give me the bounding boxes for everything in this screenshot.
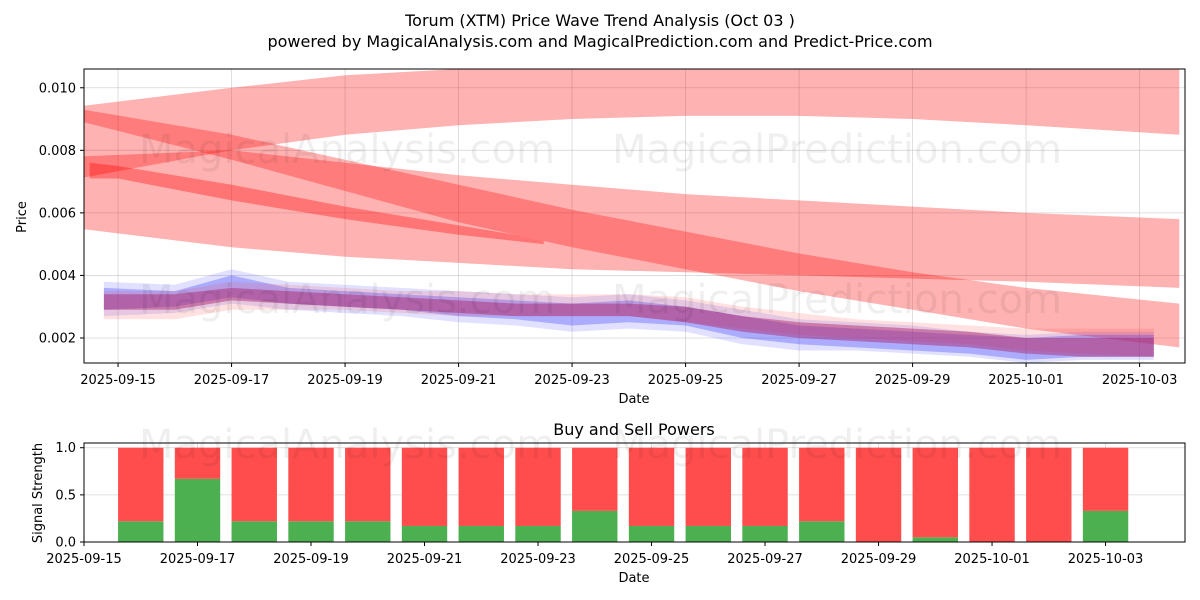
buy-bar <box>174 478 221 542</box>
watermark-bottom-left: MagicalAnalysis.com <box>139 422 555 468</box>
price-series-blue-band-core <box>103 275 1154 360</box>
price-y-tick-label: 0.010 <box>39 81 76 96</box>
price-x-tick-label: 2025-09-27 <box>761 373 837 388</box>
buy-bar <box>1082 510 1129 542</box>
buy-bar <box>799 521 845 542</box>
sell-bar <box>912 447 958 538</box>
price-series-magenta-core <box>103 287 1154 357</box>
signal-x-axis-label: Date <box>618 571 649 586</box>
sell-bar <box>742 447 788 526</box>
sell-bar <box>515 447 561 526</box>
signal-y-tick-label: 0.0 <box>55 536 76 551</box>
sell-bar <box>345 447 391 522</box>
buy-bar <box>685 525 731 542</box>
signal-x-ticks: 2025-09-15 2025-09-17 2025-09-19 2025-09-21… <box>46 542 1143 567</box>
sell-bar <box>458 447 504 526</box>
signal-y-ticks: 0.0 0.5 1.0 <box>55 441 84 551</box>
signal-x-tick-label: 2025-09-25 <box>614 552 690 567</box>
buy-bar <box>231 521 277 542</box>
trend-band-mid-wave <box>84 150 1180 288</box>
price-y-ticks: 0.002 0.004 0.006 0.008 0.010 <box>39 81 84 346</box>
price-x-tick-label: 2025-09-17 <box>194 373 270 388</box>
sell-bar <box>1082 447 1129 511</box>
signal-y-tick-label: 0.5 <box>55 488 76 503</box>
trend-bands <box>84 69 1180 348</box>
signal-plot-frame <box>83 442 1186 543</box>
price-y-tick-label: 0.006 <box>39 206 76 221</box>
sell-bar <box>401 447 448 526</box>
watermark-bottom-right: MagicalPrediction.com <box>612 422 1062 468</box>
signal-bars <box>118 447 1129 542</box>
signal-x-tick-label: 2025-10-03 <box>1068 552 1144 567</box>
buy-bar <box>742 525 788 542</box>
signal-x-tick-label: 2025-09-29 <box>841 552 917 567</box>
price-x-tick-label: 2025-10-03 <box>1102 373 1178 388</box>
sell-bar <box>855 447 902 542</box>
signal-x-tick-label: 2025-09-27 <box>727 552 803 567</box>
sell-bar <box>685 447 731 526</box>
sell-bar <box>288 447 334 522</box>
sell-bar <box>231 447 277 522</box>
price-series-red-band-wide <box>103 281 1154 357</box>
sell-bar <box>572 447 618 511</box>
price-x-ticks: 2025-09-15 2025-09-17 2025-09-19 2025-09-21… <box>80 363 1177 388</box>
chart-title: Torum (XTM) Price Wave Trend Analysis (O… <box>404 11 795 30</box>
price-x-axis-label: Date <box>618 392 649 407</box>
price-x-tick-label: 2025-09-29 <box>875 373 951 388</box>
price-y-tick-label: 0.004 <box>39 269 76 284</box>
price-x-tick-label: 2025-09-21 <box>421 373 497 388</box>
signal-y-axis-label: Signal Strength <box>31 443 46 543</box>
sell-bar <box>174 447 221 479</box>
sell-bar <box>1026 447 1072 542</box>
trend-band-short-wave <box>84 109 1180 348</box>
sell-bar <box>969 447 1015 542</box>
signal-x-tick-label: 2025-09-21 <box>387 552 463 567</box>
signal-x-tick-label: 2025-09-23 <box>500 552 576 567</box>
price-plot-frame <box>83 68 1186 364</box>
buy-bar <box>288 521 334 542</box>
price-x-tick-label: 2025-10-01 <box>988 373 1064 388</box>
price-x-tick-label: 2025-09-25 <box>648 373 724 388</box>
price-y-axis-label: Price <box>15 201 30 233</box>
trend-band-long-wave-upper <box>84 69 1180 178</box>
sell-bar <box>628 447 675 526</box>
buy-bar <box>628 525 675 542</box>
buy-bar <box>118 521 164 542</box>
price-y-tick-label: 0.002 <box>39 331 76 346</box>
signal-y-tick-label: 1.0 <box>55 441 76 456</box>
sell-bar <box>118 447 164 522</box>
price-grid <box>84 69 1185 363</box>
trend-band-recent-wave <box>89 162 544 245</box>
watermark-mid-left: MagicalAnalysis.com <box>139 277 555 323</box>
buy-bar <box>912 537 958 542</box>
price-x-tick-label: 2025-09-15 <box>80 373 156 388</box>
buy-bar <box>458 525 504 542</box>
watermark-top-left: MagicalAnalysis.com <box>139 127 555 173</box>
price-series-blue-band-wide <box>103 269 1154 363</box>
buy-bar <box>345 521 391 542</box>
signal-title: Buy and Sell Powers <box>553 420 715 439</box>
watermark-top-right: MagicalPrediction.com <box>612 127 1062 173</box>
signal-x-tick-label: 2025-09-19 <box>273 552 349 567</box>
buy-bar <box>572 510 618 542</box>
sell-bar <box>799 447 845 522</box>
price-series <box>103 269 1154 363</box>
buy-bar <box>401 525 448 542</box>
signal-panel: Buy and Sell Powers MagicalAnalysis.com … <box>31 420 1186 586</box>
buy-bar <box>515 525 561 542</box>
signal-x-tick-label: 2025-09-17 <box>160 552 236 567</box>
price-y-tick-label: 0.008 <box>39 144 76 159</box>
price-x-tick-label: 2025-09-19 <box>307 373 383 388</box>
watermark-mid-right: MagicalPrediction.com <box>612 277 1062 323</box>
price-panel: MagicalAnalysis.com MagicalPrediction.co… <box>15 68 1186 407</box>
signal-x-tick-label: 2025-09-15 <box>46 552 122 567</box>
signal-x-tick-label: 2025-10-01 <box>954 552 1030 567</box>
chart-subtitle: powered by MagicalAnalysis.com and Magic… <box>267 32 932 51</box>
price-x-tick-label: 2025-09-23 <box>534 373 610 388</box>
